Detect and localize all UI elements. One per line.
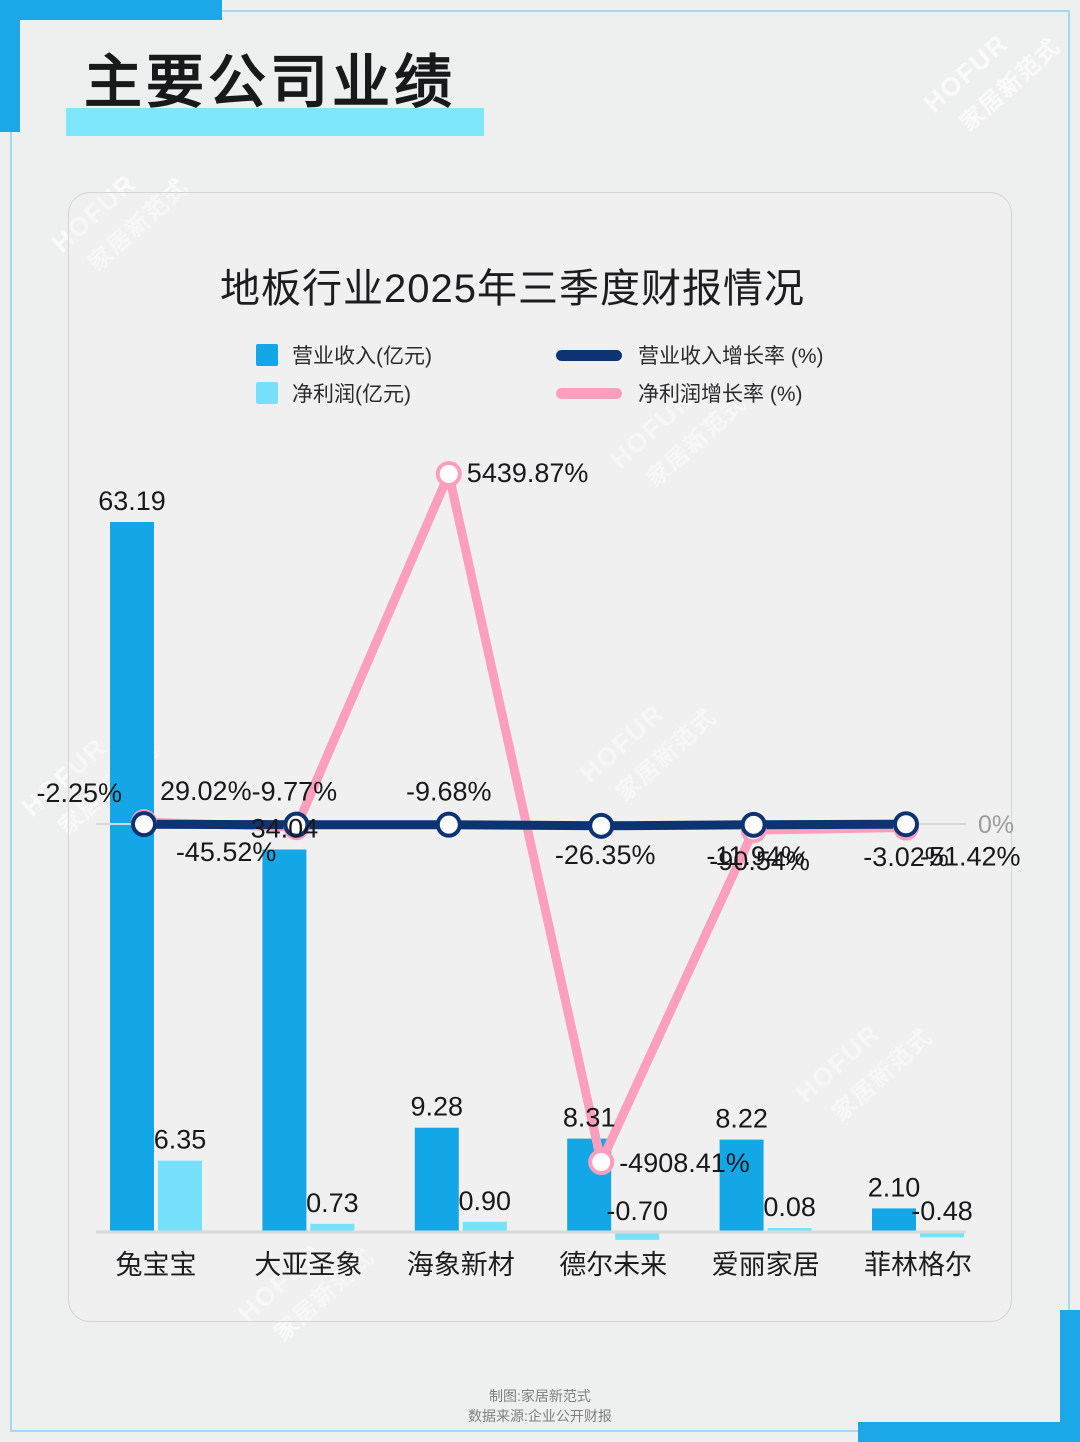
corner-decoration-bottom-right-horizontal (858, 1422, 1080, 1442)
page-title: 主要公司业绩 (84, 50, 457, 115)
footer-source: 数据来源:企业公开财报 (468, 1408, 612, 1424)
legend-row: 净利润(亿元) 净利润增长率 (%) (256, 374, 876, 412)
watermark-cn: 家居新范式 (955, 32, 1066, 136)
legend-item-profit-line: 净利润增长率 (%) (556, 378, 803, 408)
chart-title: 地板行业2025年三季度财报情况 (220, 267, 805, 311)
legend-item-revenue-bar: 营业收入(亿元) (256, 340, 556, 370)
legend-label-profit-bar: 净利润(亿元) (292, 383, 411, 406)
corner-decoration-bottom-right-vertical (1060, 1310, 1080, 1442)
legend-item-revenue-line: 营业收入增长率 (%) (556, 340, 824, 370)
frame-line-top (10, 10, 1070, 12)
frame-line-bottom (10, 1430, 1070, 1432)
legend-swatch-revenue-line (556, 349, 622, 361)
legend-label-profit-line: 净利润增长率 (%) (638, 383, 803, 406)
corner-decoration-top-left-horizontal (0, 0, 222, 20)
footer-credit: 制图:家居新范式 (489, 1388, 591, 1404)
footer: 制图:家居新范式 数据来源:企业公开财报 (0, 1386, 1080, 1426)
frame-line-right (1068, 10, 1070, 1432)
frame-line-left (10, 10, 12, 1432)
legend-label-revenue-line: 营业收入增长率 (%) (638, 345, 824, 368)
legend-swatch-profit-bar (256, 382, 278, 404)
watermark-latin: HOFUR (918, 27, 1015, 119)
chart-legend: 营业收入(亿元) 营业收入增长率 (%) 净利润(亿元) 净利润增长率 (%) (256, 336, 876, 412)
watermark: HOFUR 家居新范式 (918, 3, 1067, 147)
page-title-highlight (66, 108, 484, 136)
legend-row: 营业收入(亿元) 营业收入增长率 (%) (256, 336, 876, 374)
legend-item-profit-bar: 净利润(亿元) (256, 378, 556, 408)
corner-decoration-top-left-vertical (0, 0, 20, 132)
legend-label-revenue-bar: 营业收入(亿元) (292, 345, 432, 368)
legend-swatch-revenue-bar (256, 344, 278, 366)
legend-swatch-profit-line (556, 387, 622, 399)
